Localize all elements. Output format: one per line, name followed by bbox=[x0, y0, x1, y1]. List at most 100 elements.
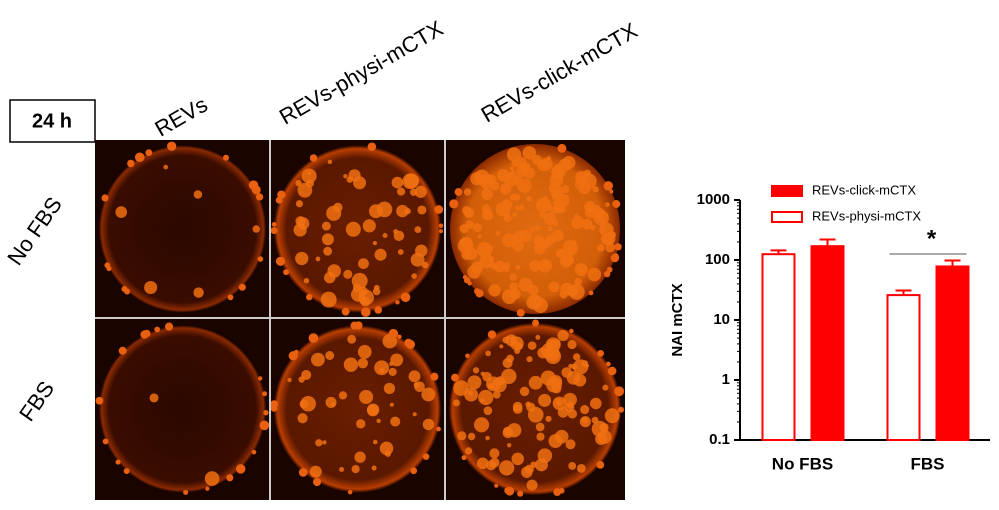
spot bbox=[144, 280, 158, 295]
spot bbox=[506, 172, 514, 180]
bar bbox=[761, 253, 796, 441]
rim-spot bbox=[134, 152, 145, 163]
spot bbox=[537, 159, 549, 172]
spot bbox=[580, 405, 590, 415]
spot bbox=[343, 269, 353, 279]
spot bbox=[535, 334, 541, 340]
rim-spot bbox=[449, 199, 459, 209]
spot bbox=[563, 392, 577, 407]
spot bbox=[560, 184, 570, 194]
spot bbox=[525, 401, 531, 408]
spot bbox=[293, 223, 307, 237]
spot bbox=[303, 277, 310, 284]
column-label: REVs-physi-mCTX bbox=[275, 15, 448, 129]
rim-spot bbox=[205, 486, 210, 491]
spot bbox=[552, 219, 559, 227]
spot bbox=[590, 397, 602, 410]
spot bbox=[547, 225, 553, 232]
well bbox=[274, 325, 441, 493]
spot bbox=[490, 181, 500, 191]
spot bbox=[538, 393, 552, 407]
spot bbox=[575, 178, 582, 184]
spot bbox=[287, 377, 292, 383]
spot bbox=[476, 241, 493, 258]
spot bbox=[534, 224, 541, 231]
spot bbox=[539, 211, 547, 219]
spot bbox=[511, 452, 524, 466]
spot bbox=[488, 284, 501, 297]
spot bbox=[503, 426, 512, 436]
y-tick-label: 1 bbox=[722, 371, 730, 388]
spot bbox=[384, 450, 392, 457]
rim-spot bbox=[374, 306, 383, 314]
rim-spot bbox=[360, 307, 371, 317]
rim-spot bbox=[474, 288, 480, 295]
rim-spot bbox=[517, 490, 524, 497]
spot bbox=[565, 439, 576, 450]
spot bbox=[372, 439, 378, 445]
spot bbox=[464, 447, 473, 455]
spot bbox=[591, 416, 599, 424]
spot bbox=[321, 221, 331, 231]
spot bbox=[422, 418, 435, 431]
rim-spot bbox=[532, 319, 539, 327]
spot bbox=[374, 360, 390, 376]
spot bbox=[315, 256, 321, 262]
bar bbox=[886, 294, 921, 441]
spot bbox=[498, 460, 515, 476]
rim-spot bbox=[127, 159, 135, 168]
spot bbox=[391, 176, 404, 189]
rim-spot bbox=[462, 275, 468, 280]
spot bbox=[605, 242, 616, 253]
rim-spot bbox=[617, 406, 625, 413]
rim-spot bbox=[258, 376, 263, 381]
rim-spot bbox=[569, 328, 574, 334]
spot bbox=[503, 212, 510, 219]
spot bbox=[526, 479, 538, 491]
spot bbox=[587, 267, 602, 282]
spot bbox=[578, 182, 591, 195]
rim-spot bbox=[312, 477, 322, 487]
rim-spot bbox=[347, 489, 353, 495]
spot bbox=[321, 233, 334, 246]
spot bbox=[568, 283, 585, 300]
spot bbox=[343, 173, 348, 179]
spot bbox=[589, 224, 596, 231]
spot bbox=[593, 210, 609, 226]
rim-spot bbox=[250, 181, 255, 186]
spot bbox=[542, 260, 553, 271]
rim-spot bbox=[505, 486, 515, 496]
spot bbox=[410, 252, 425, 267]
spot bbox=[522, 146, 537, 160]
spot bbox=[408, 370, 421, 383]
spot bbox=[338, 391, 348, 400]
spot bbox=[323, 246, 333, 256]
spot bbox=[528, 375, 543, 390]
rim-spot bbox=[461, 455, 467, 461]
spot bbox=[115, 206, 128, 218]
spot bbox=[485, 435, 490, 441]
spot bbox=[579, 416, 591, 428]
rim-spot bbox=[259, 420, 270, 431]
spot bbox=[252, 225, 260, 233]
rim-spot bbox=[257, 256, 264, 262]
spot bbox=[311, 352, 325, 367]
spot bbox=[297, 182, 313, 198]
spot bbox=[557, 249, 567, 259]
spot bbox=[474, 417, 490, 433]
spot bbox=[404, 208, 411, 215]
rim-spot bbox=[164, 322, 174, 331]
spot bbox=[499, 344, 504, 349]
spot bbox=[356, 419, 366, 429]
rim-spot bbox=[262, 391, 268, 397]
spot bbox=[345, 221, 361, 237]
spot bbox=[518, 277, 533, 292]
spot bbox=[527, 407, 544, 423]
spot bbox=[530, 461, 537, 469]
spot bbox=[511, 169, 516, 174]
spot bbox=[515, 264, 521, 270]
spot bbox=[602, 232, 616, 245]
spot bbox=[552, 396, 567, 411]
spot bbox=[572, 240, 577, 245]
rim-spot bbox=[118, 346, 127, 355]
